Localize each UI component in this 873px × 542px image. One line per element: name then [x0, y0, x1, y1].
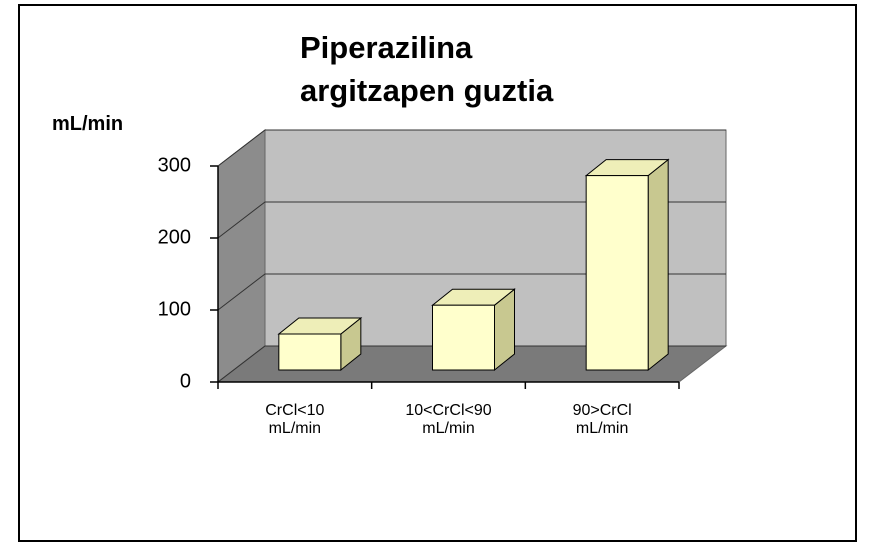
bar: [432, 304, 495, 371]
y-tick-label: 300: [158, 154, 191, 176]
grid-line: [217, 273, 726, 311]
y-tick-label: 200: [158, 226, 191, 248]
y-axis-label: mL/min: [52, 113, 124, 135]
grid-line: [217, 201, 726, 239]
bar: [278, 333, 342, 371]
grid-line: [217, 345, 726, 383]
x-tick-label: 90>CrCl mL/min: [572, 402, 632, 437]
bar: [585, 175, 649, 371]
grid-line: [217, 129, 726, 167]
chart-title: Piperazilina argitzapen guztia: [300, 30, 554, 108]
x-tick-label: CrCl<10 mL/min: [265, 402, 325, 437]
y-tick-label: 0: [180, 370, 191, 392]
x-tick-label: 10<CrCl<90 mL/min: [405, 402, 492, 437]
left-wall: [217, 128, 266, 384]
bar-side: [647, 158, 669, 372]
y-tick-label: 100: [158, 298, 191, 320]
